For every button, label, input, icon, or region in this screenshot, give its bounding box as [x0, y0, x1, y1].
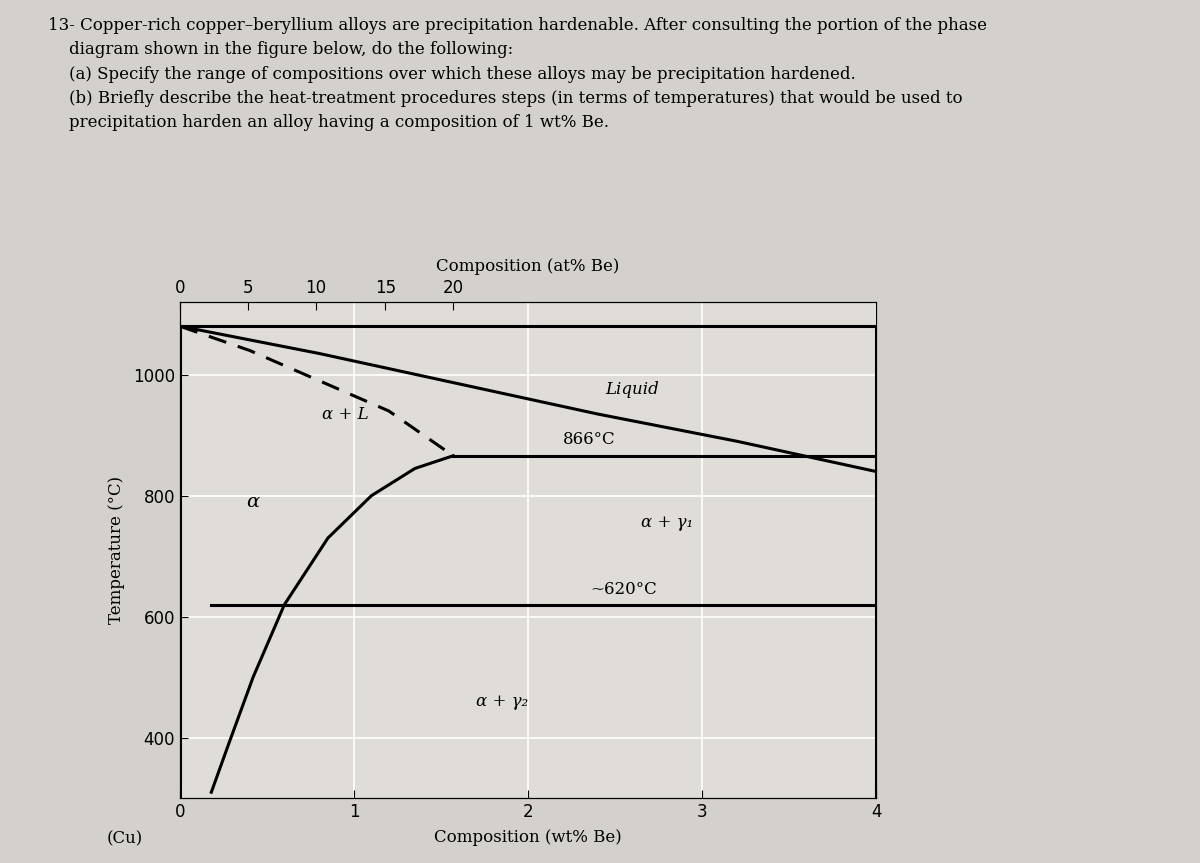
Text: Liquid: Liquid	[606, 381, 659, 399]
Text: 13- Copper-rich copper–beryllium alloys are precipitation hardenable. After cons: 13- Copper-rich copper–beryllium alloys …	[48, 17, 986, 131]
Text: α + γ₁: α + γ₁	[641, 514, 694, 532]
Text: 866°C: 866°C	[563, 431, 616, 448]
Text: ~620°C: ~620°C	[590, 581, 658, 598]
Text: α: α	[246, 493, 259, 511]
Text: (Cu): (Cu)	[106, 830, 143, 847]
X-axis label: Composition (wt% Be): Composition (wt% Be)	[434, 829, 622, 847]
Text: α + L: α + L	[322, 406, 368, 423]
Y-axis label: Temperature (°C): Temperature (°C)	[108, 476, 125, 624]
X-axis label: Composition (at% Be): Composition (at% Be)	[437, 258, 619, 274]
Text: α + γ₂: α + γ₂	[476, 693, 528, 710]
